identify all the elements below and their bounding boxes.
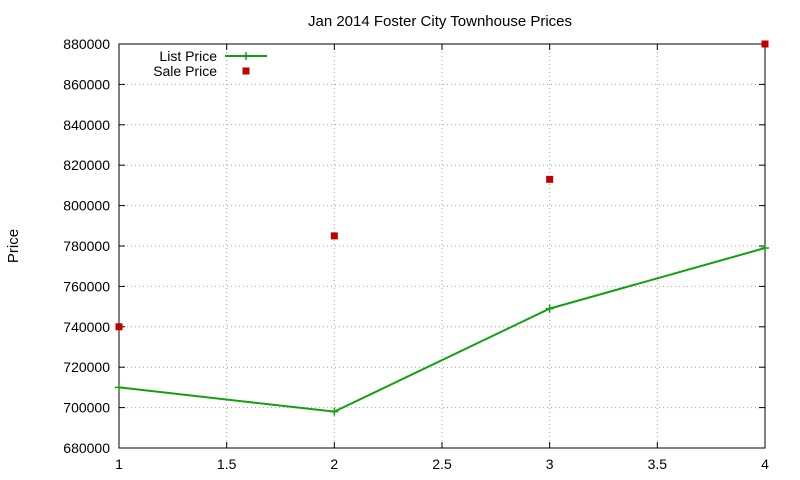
- legend-swatch-sale-price: [242, 67, 250, 75]
- data-point-sale-price: [546, 175, 554, 183]
- legend-label-list-price: List Price: [159, 48, 217, 64]
- y-tick-label: 740000: [63, 319, 110, 335]
- data-point-sale-price: [115, 323, 123, 331]
- ticks: 680000 700000 720000 740000 760000 780000 8000…: [63, 36, 769, 472]
- x-tick-label: 1: [115, 456, 123, 472]
- y-tick-label: 820000: [63, 157, 110, 173]
- data-point-list-price: [545, 304, 554, 313]
- x-tick-label: 4: [761, 456, 769, 472]
- legend-swatch-list-price: [225, 52, 267, 60]
- data-point-list-price: [761, 244, 769, 253]
- y-tick-label: 760000: [63, 278, 110, 294]
- y-tick-label: 680000: [63, 440, 110, 456]
- x-tick-label: 1.5: [217, 456, 237, 472]
- legend-marker-sale-price: [242, 67, 250, 75]
- x-tick-label: 2.5: [432, 456, 452, 472]
- series-sale-price: [115, 40, 769, 331]
- series-line-list-price: [118, 247, 766, 413]
- y-axis-label: Price: [5, 229, 22, 263]
- series: [115, 40, 769, 416]
- data-point-list-price: [115, 383, 123, 392]
- data-point-sale-price: [761, 40, 769, 48]
- data-point-list-price: [330, 407, 339, 416]
- legend-marker-list-price: [242, 52, 250, 60]
- y-tick-label: 720000: [63, 359, 110, 375]
- y-tick-label: 780000: [63, 238, 110, 254]
- x-tick-label: 3.5: [648, 456, 668, 472]
- y-tick-label: 840000: [63, 117, 110, 133]
- y-tick-label: 700000: [63, 400, 110, 416]
- x-tick-label: 3: [546, 456, 554, 472]
- data-point-sale-price: [330, 232, 338, 240]
- grid: [118, 43, 766, 449]
- x-tick-label: 2: [330, 456, 338, 472]
- series-list-price: [115, 244, 769, 416]
- y-tick-label: 880000: [63, 36, 110, 52]
- legend-label-sale-price: Sale Price: [153, 63, 217, 79]
- y-tick-label: 860000: [63, 76, 110, 92]
- y-tick-label: 800000: [63, 198, 110, 214]
- legend: List Price Sale Price: [153, 48, 267, 79]
- chart-title: Jan 2014 Foster City Townhouse Prices: [308, 13, 572, 30]
